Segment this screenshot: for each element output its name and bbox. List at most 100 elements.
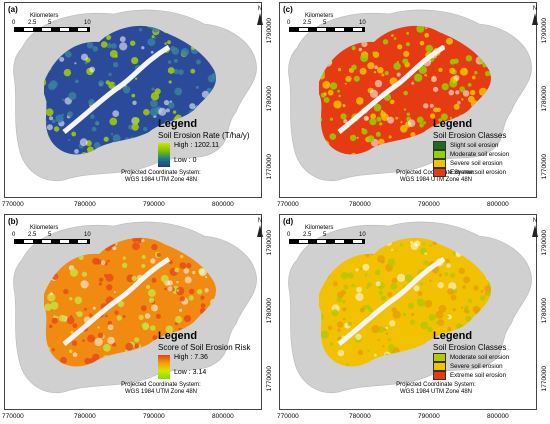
legend-class-row: Slight soil erosion [433,140,509,150]
legend-swatch [433,140,446,150]
x-tick: 780000 [74,201,96,208]
map-panel: (c) Kilometers 0 2.5 5 10 N Projected Co… [275,0,550,212]
y-tick: 1790000 [541,230,548,256]
scale-tick: 2.5 [303,232,312,238]
scale-bar: Kilometers 0 2.5 5 10 [8,13,98,39]
scale-tick: 5 [48,20,52,26]
projection-line: WGS 1984 UTM Zone 48N [399,177,473,183]
map-panel: (b) Kilometers 0 2.5 5 10 N Projected Co… [0,212,275,424]
x-tick: 780000 [74,413,96,420]
legend-class-row: Extreme soil erosion [433,370,509,380]
map-legend: Legend Soil Erosion Classes Slight soil … [433,118,509,177]
legend-swatch [433,167,446,177]
north-arrow-icon: N [255,218,265,240]
scale-tick: 10 [84,232,91,238]
y-tick: 1770000 [541,366,548,392]
legend-low-label: Low : 0 [174,157,197,164]
x-tick: 800000 [487,201,509,208]
north-arrow-icon: N [255,6,265,28]
legend-class-row: Extreme soil erosion [433,167,509,177]
panel-label: (b) [8,217,19,226]
study-area-map [288,221,532,394]
panel-label: (c) [283,5,293,14]
y-tick: 1770000 [266,366,273,392]
legend-class-row: Severe soil erosion [433,361,509,371]
map-panel: (a) Kilometers 0 2.5 5 10 N Projected Co… [0,0,275,212]
legend-high-label: High : 1202.11 [174,142,220,149]
north-label: N [532,218,538,224]
y-tick: 1780000 [541,86,548,112]
x-tick: 770000 [2,201,24,208]
north-arrow-icon: N [530,218,540,240]
legend-class-label: Severe soil erosion [450,159,503,167]
y-tick: 1780000 [266,298,273,324]
legend-swatch [433,370,446,380]
scale-tick: 5 [323,20,327,26]
map-legend: Legend Soil Erosion Classes Moderate soi… [433,330,509,380]
projection-line: Projected Coordinate System: [396,382,476,388]
legend-swatch [433,352,446,362]
legend-color-ramp [158,355,170,379]
scale-tick: 5 [48,232,52,238]
x-tick: 800000 [212,413,234,420]
river-valley [62,44,171,134]
legend-title: Legend [433,118,473,130]
map-legend: Legend Soil Erosion Rate (T/ha/y) High :… [158,118,250,168]
legend-subtitle: Soil Erosion Classes [433,131,507,140]
projection-line: WGS 1984 UTM Zone 48N [399,389,473,395]
legend-color-ramp [158,143,170,167]
projection-line: Projected Coordinate System: [121,170,201,176]
scale-tick: 0 [287,20,291,26]
scale-unit: Kilometers [305,13,334,19]
x-tick: 790000 [143,413,165,420]
x-tick: 800000 [487,413,509,420]
scale-tick: 10 [359,20,366,26]
scale-tick: 0 [12,20,16,26]
study-area-map [288,9,532,182]
scale-tick: 10 [359,232,366,238]
legend-subtitle: Score of Soil Erosion Risk [158,343,251,352]
x-tick: 790000 [143,201,165,208]
x-tick: 800000 [212,201,234,208]
y-tick: 1790000 [266,18,273,44]
scale-bar: Kilometers 0 2.5 5 10 [283,13,373,39]
north-label: N [532,6,538,12]
projection-line: Projected Coordinate System: [121,382,201,388]
scale-bar: Kilometers 0 2.5 5 10 [283,225,373,251]
y-tick: 1770000 [541,154,548,180]
x-tick: 770000 [2,413,24,420]
map-panel: (d) Kilometers 0 2.5 5 10 N Projected Co… [275,212,550,424]
study-area-map [13,9,257,182]
legend-class-row: Moderate soil erosion [433,149,509,159]
panel-label: (d) [283,217,294,226]
x-tick: 770000 [277,201,299,208]
map-legend: Legend Score of Soil Erosion Risk High :… [158,330,250,380]
erosion-raster [319,237,491,367]
y-tick: 1780000 [266,86,273,112]
projection-line: WGS 1984 UTM Zone 48N [124,177,198,183]
legend-title: Legend [158,330,198,342]
legend-low-label: Low : 3.14 [174,369,207,376]
river-valley [337,44,446,134]
scale-tick: 2.5 [28,232,37,238]
x-tick: 780000 [349,413,371,420]
legend-title: Legend [158,118,198,130]
legend-class-label: Severe soil erosion [450,362,503,370]
scale-bar-graphic [14,27,90,32]
scale-unit: Kilometers [305,225,334,231]
y-tick: 1780000 [541,298,548,324]
projection-note: Projected Coordinate System: WGS 1984 UT… [86,170,236,184]
projection-line: WGS 1984 UTM Zone 48N [124,389,198,395]
north-label: N [257,6,263,12]
legend-class-row: Moderate soil erosion [433,352,509,362]
legend-swatch [433,361,446,371]
y-tick: 1790000 [541,18,548,44]
legend-class-label: Extreme soil erosion [450,371,507,379]
scale-tick: 0 [287,232,291,238]
scale-unit: Kilometers [30,13,59,19]
scale-unit: Kilometers [30,225,59,231]
north-label: N [257,218,263,224]
legend-high-label: High : 7.36 [174,354,208,361]
y-tick: 1790000 [266,230,273,256]
scale-bar-graphic [14,239,90,244]
